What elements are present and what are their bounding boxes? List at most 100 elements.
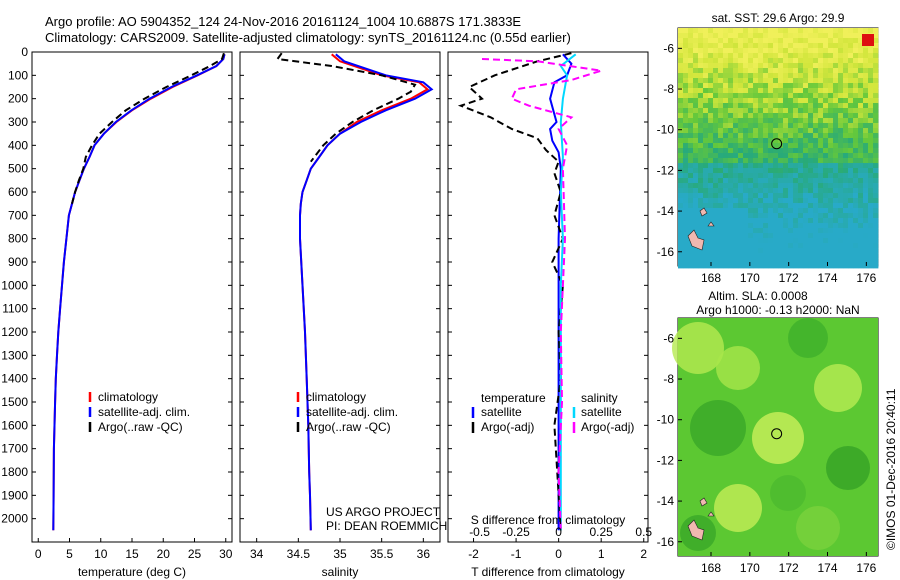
sst-cell bbox=[723, 128, 729, 134]
sst-cell bbox=[743, 78, 749, 84]
sst-cell bbox=[723, 223, 729, 229]
depth-tick-label: 1700 bbox=[1, 442, 28, 456]
sst-cell bbox=[833, 88, 839, 94]
sst-cell bbox=[738, 263, 744, 269]
sst-hot-spot bbox=[862, 34, 874, 46]
sst-cell bbox=[848, 48, 854, 54]
sst-cell bbox=[698, 178, 704, 184]
sst-cell bbox=[763, 248, 769, 254]
sst-cell bbox=[733, 243, 739, 249]
temperature-xtick-label: 20 bbox=[157, 547, 171, 561]
sst-cell bbox=[833, 258, 839, 264]
sst-cell bbox=[753, 133, 759, 139]
sst-cell bbox=[813, 78, 819, 84]
sst-cell bbox=[683, 43, 689, 49]
sst-cell bbox=[818, 163, 824, 169]
sst-cell bbox=[743, 98, 749, 104]
sst-cell bbox=[683, 38, 689, 44]
sst-cell bbox=[718, 78, 724, 84]
sst-cell bbox=[788, 123, 794, 129]
sst-cell bbox=[793, 188, 799, 194]
sst-cell bbox=[798, 48, 804, 54]
sst-cell bbox=[758, 213, 764, 219]
sst-cell bbox=[808, 218, 814, 224]
sst-cell bbox=[813, 58, 819, 64]
sst-cell bbox=[788, 88, 794, 94]
sst-cell bbox=[703, 108, 709, 114]
sst-cell bbox=[783, 68, 789, 74]
sst-cell bbox=[798, 188, 804, 194]
sst-cell bbox=[793, 58, 799, 64]
sst-cell bbox=[738, 228, 744, 234]
sst-cell bbox=[728, 93, 734, 99]
sst-cell bbox=[838, 88, 844, 94]
sst_map-xtick-label: 170 bbox=[740, 271, 760, 285]
sst-cell bbox=[783, 158, 789, 164]
sst-cell bbox=[728, 198, 734, 204]
sst-cell bbox=[778, 128, 784, 134]
sst-cell bbox=[818, 33, 824, 39]
sst-cell bbox=[873, 253, 879, 259]
sst-cell bbox=[738, 163, 744, 169]
sst-cell bbox=[828, 58, 834, 64]
sst-cell bbox=[753, 28, 759, 34]
sst-cell bbox=[693, 188, 699, 194]
sst-cell bbox=[683, 133, 689, 139]
sst-cell bbox=[708, 228, 714, 234]
sst-cell bbox=[863, 198, 869, 204]
sst-cell bbox=[788, 178, 794, 184]
sst-cell bbox=[723, 48, 729, 54]
sst-cell bbox=[748, 263, 754, 269]
temperature-legend-label: climatology bbox=[98, 390, 158, 404]
sst-cell bbox=[758, 108, 764, 114]
sst-cell bbox=[688, 258, 694, 264]
sst-cell bbox=[778, 218, 784, 224]
sst-cell bbox=[768, 138, 774, 144]
sst-cell bbox=[798, 178, 804, 184]
sst-cell bbox=[828, 198, 834, 204]
sst-cell bbox=[768, 148, 774, 154]
sst-cell bbox=[753, 188, 759, 194]
sst-cell bbox=[793, 123, 799, 129]
sst-cell bbox=[783, 188, 789, 194]
diff-legend-label: satellite bbox=[581, 405, 622, 419]
sst-cell bbox=[793, 263, 799, 269]
sst-cell bbox=[783, 218, 789, 224]
sst-cell bbox=[718, 233, 724, 239]
sst-cell bbox=[833, 128, 839, 134]
salinity-legend-label: satellite-adj. clim. bbox=[306, 405, 398, 419]
sst-cell bbox=[723, 28, 729, 34]
sst-cell bbox=[778, 248, 784, 254]
sst-cell bbox=[788, 118, 794, 124]
sst-cell bbox=[773, 113, 779, 119]
sst-cell bbox=[788, 153, 794, 159]
sst-cell bbox=[723, 203, 729, 209]
sst-cell bbox=[768, 243, 774, 249]
sst-cell bbox=[803, 183, 809, 189]
sst-cell bbox=[843, 128, 849, 134]
sst-cell bbox=[768, 103, 774, 109]
sst-cell bbox=[788, 28, 794, 34]
sst-cell bbox=[833, 198, 839, 204]
depth-tick-label: 600 bbox=[8, 185, 28, 199]
sst-cell bbox=[773, 238, 779, 244]
sst-cell bbox=[873, 133, 879, 139]
difference-xtick-label: 1 bbox=[598, 547, 605, 561]
sst-cell bbox=[803, 238, 809, 244]
difference-xtick-label: -1 bbox=[511, 547, 522, 561]
sst-cell bbox=[743, 83, 749, 89]
sst-cell bbox=[803, 258, 809, 264]
sst-cell bbox=[873, 233, 879, 239]
sst-cell bbox=[733, 253, 739, 259]
island-shape bbox=[699, 497, 708, 507]
sst-cell bbox=[698, 33, 704, 39]
sst-cell bbox=[768, 88, 774, 94]
sst-cell bbox=[678, 243, 684, 249]
sst-cell bbox=[833, 93, 839, 99]
sst-cell bbox=[718, 73, 724, 79]
sst-cell bbox=[798, 233, 804, 239]
sst-cell bbox=[708, 248, 714, 254]
sst-cell bbox=[873, 58, 879, 64]
sst-cell bbox=[813, 98, 819, 104]
sst-cell bbox=[768, 113, 774, 119]
